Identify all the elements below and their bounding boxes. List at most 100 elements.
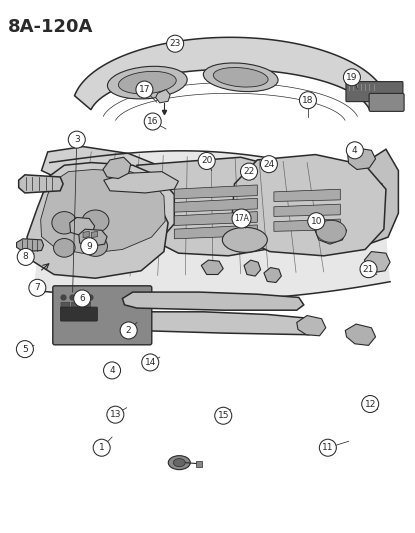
Polygon shape (132, 157, 299, 256)
Text: 21: 21 (363, 265, 374, 273)
Polygon shape (174, 198, 257, 212)
Ellipse shape (168, 456, 190, 470)
FancyBboxPatch shape (53, 286, 152, 345)
Circle shape (93, 439, 110, 456)
Ellipse shape (222, 228, 267, 252)
Text: 19: 19 (346, 73, 358, 82)
Text: 3: 3 (74, 135, 80, 144)
Circle shape (68, 131, 85, 148)
Text: 18: 18 (302, 96, 314, 104)
Text: 12: 12 (364, 400, 376, 408)
Polygon shape (348, 148, 376, 169)
Circle shape (17, 248, 34, 265)
Polygon shape (103, 157, 131, 179)
Circle shape (232, 209, 251, 228)
Circle shape (142, 354, 159, 371)
Polygon shape (351, 149, 398, 245)
Text: 17: 17 (139, 85, 150, 94)
Polygon shape (75, 37, 386, 110)
Circle shape (261, 156, 277, 173)
FancyBboxPatch shape (82, 302, 90, 309)
Polygon shape (79, 229, 107, 246)
Ellipse shape (107, 66, 187, 99)
Text: 23: 23 (169, 39, 181, 48)
Polygon shape (104, 172, 178, 193)
Text: 8: 8 (23, 253, 29, 261)
Ellipse shape (316, 220, 346, 243)
Polygon shape (174, 185, 257, 199)
Polygon shape (244, 260, 261, 276)
Polygon shape (33, 151, 390, 300)
Polygon shape (274, 189, 340, 201)
Text: 16: 16 (147, 117, 159, 126)
Ellipse shape (52, 212, 77, 234)
Polygon shape (17, 239, 44, 252)
FancyBboxPatch shape (346, 82, 403, 102)
Ellipse shape (173, 458, 185, 467)
Circle shape (81, 238, 98, 255)
Polygon shape (122, 292, 304, 310)
Circle shape (198, 152, 215, 169)
Polygon shape (27, 185, 168, 278)
Circle shape (120, 322, 137, 339)
Text: 7: 7 (34, 284, 40, 292)
Polygon shape (83, 231, 89, 238)
Polygon shape (297, 316, 326, 336)
Ellipse shape (118, 71, 176, 94)
Text: 22: 22 (243, 167, 255, 176)
Circle shape (347, 142, 363, 159)
Text: 9: 9 (86, 242, 92, 251)
FancyBboxPatch shape (61, 307, 98, 321)
Polygon shape (315, 221, 347, 244)
Polygon shape (345, 324, 376, 345)
Circle shape (360, 261, 377, 278)
Text: 4: 4 (109, 366, 115, 375)
Polygon shape (201, 260, 223, 274)
Circle shape (107, 406, 124, 423)
Polygon shape (35, 163, 174, 261)
FancyBboxPatch shape (71, 302, 80, 309)
Circle shape (104, 362, 120, 379)
Text: 13: 13 (110, 410, 121, 419)
Ellipse shape (83, 236, 107, 256)
Text: 4: 4 (352, 146, 358, 155)
Text: 5: 5 (22, 345, 28, 353)
Polygon shape (264, 268, 281, 282)
Circle shape (136, 81, 153, 98)
Polygon shape (174, 225, 257, 239)
Ellipse shape (213, 68, 268, 87)
Circle shape (362, 395, 378, 413)
Polygon shape (274, 219, 340, 231)
Polygon shape (70, 217, 95, 236)
Polygon shape (274, 204, 340, 216)
Circle shape (308, 213, 325, 230)
Text: 14: 14 (144, 358, 156, 367)
Polygon shape (232, 155, 386, 256)
Circle shape (300, 92, 316, 109)
Ellipse shape (54, 239, 75, 257)
Polygon shape (19, 175, 63, 193)
Circle shape (29, 279, 46, 296)
Circle shape (74, 290, 90, 307)
Polygon shape (174, 212, 257, 225)
Text: 24: 24 (263, 160, 275, 168)
Text: 15: 15 (217, 411, 229, 420)
Text: 17A: 17A (234, 214, 249, 223)
Polygon shape (42, 147, 164, 189)
Circle shape (144, 113, 161, 130)
Ellipse shape (82, 210, 109, 232)
Polygon shape (91, 231, 98, 238)
Text: 20: 20 (201, 157, 212, 165)
Circle shape (320, 439, 336, 456)
Polygon shape (41, 169, 165, 254)
Polygon shape (120, 312, 319, 335)
Circle shape (215, 407, 232, 424)
FancyBboxPatch shape (61, 302, 70, 309)
FancyBboxPatch shape (369, 93, 404, 111)
Text: 6: 6 (79, 294, 85, 303)
Text: 10: 10 (310, 217, 322, 225)
Circle shape (344, 69, 360, 86)
Circle shape (17, 341, 33, 358)
Text: 11: 11 (322, 443, 334, 452)
Text: 8A-120A: 8A-120A (8, 18, 93, 36)
